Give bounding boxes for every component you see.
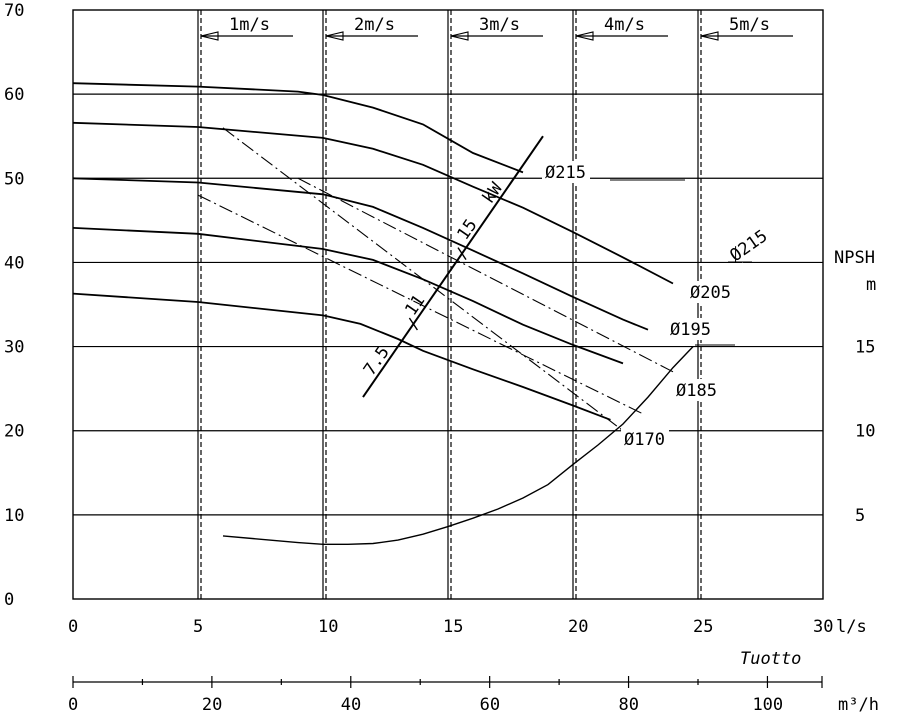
x2-tick-label: 0 (68, 695, 78, 715)
velocity-arrow-head (200, 31, 219, 41)
head-curve (72, 82, 524, 174)
curve-layer: 7.511 15 kW (72, 82, 694, 545)
power-label: kW (479, 178, 508, 207)
y-tick-label: 30 (4, 338, 24, 358)
head-curve (72, 292, 611, 421)
curve-label: Ø205 (690, 283, 731, 303)
head-curve (72, 121, 674, 285)
x2-tick-label: 80 (619, 695, 639, 715)
y-tick-label: 50 (4, 169, 24, 189)
y-tick-label: 20 (4, 422, 24, 442)
y-tick-label: 70 (4, 1, 24, 21)
x2-tick-label: 100 (752, 695, 783, 715)
head-curve (72, 227, 624, 365)
npsh-curve (222, 346, 694, 545)
power-label: 11 (401, 291, 429, 319)
x2-tick-label: 20 (202, 695, 222, 715)
velocity-arrow-head (450, 31, 469, 41)
x2-unit-label: m³/h (838, 695, 879, 715)
velocity-label: 1m/s (229, 15, 270, 35)
curve-label: Ø195 (670, 320, 711, 340)
velocity-label: 3m/s (479, 15, 520, 35)
curve-label: Ø170 (624, 430, 665, 450)
curve-label-bg (673, 379, 721, 401)
power-tick (408, 317, 418, 331)
curve-label-bg (687, 281, 735, 303)
x-tick-label: 25 (693, 617, 713, 637)
y-tick-label: 10 (4, 506, 24, 526)
y-tick-label: 0 (4, 590, 14, 610)
power-label: 7.5 (360, 343, 394, 380)
npsh-tick-label: 15 (855, 338, 875, 358)
efficiency-layer (197, 127, 674, 432)
velocity-arrow-head (700, 31, 719, 41)
npsh-axis-title: NPSH (834, 248, 875, 268)
npsh-tick-label: 10 (855, 422, 875, 442)
curve-label-bg (621, 428, 669, 450)
velocity-label: 2m/s (354, 15, 395, 35)
efficiency-line (297, 177, 674, 373)
curve-label-bg (542, 161, 590, 183)
x-tick-label: 15 (443, 617, 463, 637)
curve-label: Ø185 (676, 381, 717, 401)
curve-label-bg (667, 318, 715, 340)
x-tick-label: 10 (318, 617, 338, 637)
x-tick-label: 20 (568, 617, 588, 637)
grid-layer (72, 9, 824, 600)
power-tick (457, 247, 467, 260)
curve-label: Ø215 (545, 163, 586, 183)
x-unit-label: l/s (836, 617, 867, 637)
x-tick-label: 0 (68, 617, 78, 637)
x2-tick-label: 40 (341, 695, 361, 715)
x-tick-label: 30 (813, 617, 833, 637)
x-tick-label: 5 (193, 617, 203, 637)
npsh-tick-label: 5 (855, 506, 865, 526)
power-axis-line (362, 135, 544, 398)
x-axis-title: Tuotto (740, 649, 801, 669)
velocity-arrow-head (325, 31, 344, 41)
velocity-layer: 1m/s 2m/s 3m/s 4m/s 5m/s (200, 10, 793, 599)
y-tick-label: 60 (4, 85, 24, 105)
velocity-label: 5m/s (729, 15, 770, 35)
efficiency-line (197, 194, 644, 415)
y-tick-label: 40 (4, 253, 24, 273)
velocity-arrow-head (575, 31, 594, 41)
power-label: 15 (453, 216, 481, 244)
head-curve (72, 177, 649, 331)
npsh-label-bg (728, 206, 795, 264)
x2-tick-label: 60 (480, 695, 500, 715)
velocity-label: 4m/s (604, 15, 645, 35)
npsh-unit-label: m (866, 275, 876, 295)
